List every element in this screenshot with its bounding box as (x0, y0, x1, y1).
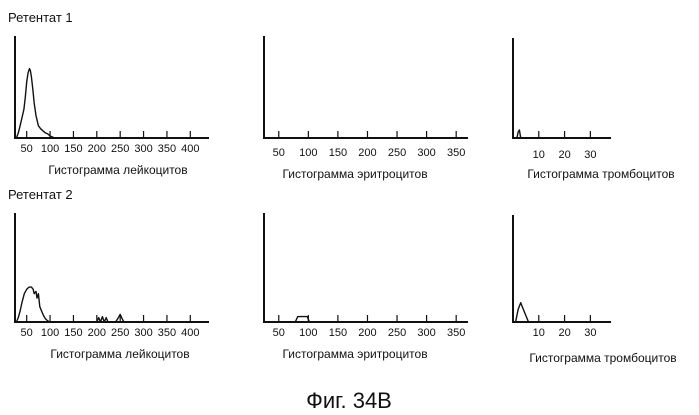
row-title-retentate-1: Ретентат 1 (8, 10, 73, 25)
x-tick-label: 50 (21, 327, 33, 339)
x-tick-label: 250 (111, 327, 129, 339)
x-tick-label: 250 (111, 143, 129, 155)
x-tick-label: 350 (447, 327, 465, 339)
x-tick-label: 100 (299, 147, 317, 159)
x-tick-label: 10 (533, 327, 545, 339)
x-tick-label: 100 (41, 143, 59, 155)
x-tick-label: 150 (64, 143, 82, 155)
x-tick-label: 100 (41, 327, 59, 339)
histogram-panels: 50 100 150 200 250 300 350 400 Гистограмма лейко… (15, 36, 677, 365)
x-axis-label: Гистограмма лейкоцитов (50, 347, 189, 361)
x-tick-label: 350 (447, 147, 465, 159)
x-tick-label: 20 (558, 149, 570, 161)
x-tick-label: 300 (417, 327, 435, 339)
histogram-panel-2: 50 100 150 200 250 300 350 Гистограмма эритроци… (264, 36, 468, 181)
x-tick-label: 350 (158, 327, 176, 339)
x-tick-label: 350 (158, 143, 176, 155)
x-axis-label: Гистограмма эритроцитов (282, 167, 427, 181)
x-tick-label: 20 (558, 327, 570, 339)
x-axis-label: Гистограмма эритроцитов (282, 347, 427, 361)
histogram-panel-6: 10 20 30 Гистограмма тромбоцитов (513, 215, 677, 365)
x-tick-label: 200 (358, 147, 376, 159)
x-tick-label: 200 (88, 143, 106, 155)
histogram-curve-1 (513, 303, 611, 322)
axis-lines (264, 213, 468, 322)
x-tick-label: 250 (388, 147, 406, 159)
x-tick-label: 200 (358, 327, 376, 339)
axis-lines (513, 38, 611, 138)
x-tick-label: 150 (329, 327, 347, 339)
axis-lines (264, 36, 468, 138)
x-tick-label: 200 (88, 327, 106, 339)
x-tick-label: 50 (273, 327, 285, 339)
histogram-panel-1: 50 100 150 200 250 300 350 400 Гистограмма лейко… (15, 36, 209, 177)
histogram-curve-1 (16, 287, 209, 322)
x-tick-label: 300 (417, 147, 435, 159)
x-tick-label: 250 (388, 327, 406, 339)
x-axis-label: Гистограмма тромбоцитов (527, 167, 674, 181)
x-tick-label: 50 (273, 147, 285, 159)
x-tick-label: 300 (134, 143, 152, 155)
histogram-panel-3: 10 20 30 Гистограмма тромбоцитов (513, 38, 675, 181)
x-tick-label: 150 (329, 147, 347, 159)
histogram-curve-1 (513, 130, 611, 138)
x-tick-label: 300 (134, 327, 152, 339)
x-tick-label: 10 (533, 149, 545, 161)
figure-caption: Фиг. 34B (306, 388, 392, 413)
x-tick-label: 30 (584, 149, 596, 161)
x-tick-label: 100 (299, 327, 317, 339)
x-axis-label: Гистограмма лейкоцитов (48, 163, 187, 177)
row-title-retentate-2: Ретентат 2 (8, 187, 73, 202)
axis-lines (15, 213, 209, 322)
axis-lines (15, 36, 209, 138)
axis-lines (513, 215, 611, 322)
x-tick-label: 400 (181, 143, 199, 155)
histogram-panel-5: 50 100 150 200 250 300 350 Гистограмма эритроци… (264, 213, 468, 361)
histogram-panel-4: 50 100 150 200 250 300 350 400 Гистограмма лейко… (15, 213, 209, 361)
x-tick-label: 30 (584, 327, 596, 339)
histogram-curve-1 (16, 69, 54, 138)
x-tick-label: 150 (64, 327, 82, 339)
x-tick-label: 400 (181, 327, 199, 339)
x-tick-label: 50 (21, 143, 33, 155)
x-axis-label: Гистограмма тромбоцитов (529, 351, 676, 365)
